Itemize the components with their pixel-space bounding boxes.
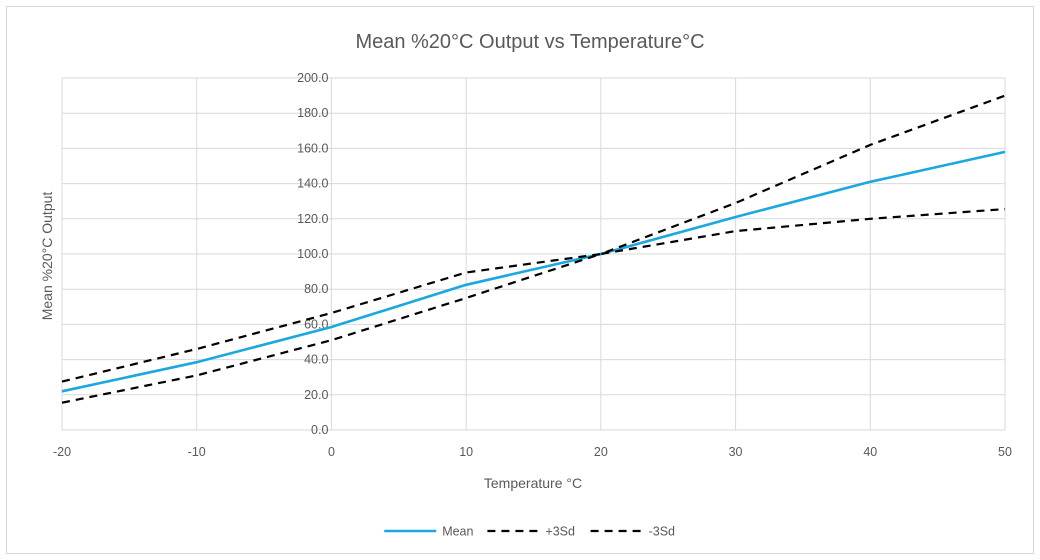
x-tick-label: 10 (459, 445, 473, 459)
chart-title: Mean %20°C Output vs Temperature°C (355, 31, 704, 53)
y-tick-label: 140.0 (297, 177, 328, 191)
y-tick-label: 100.0 (297, 247, 328, 261)
y-tick-label: 80.0 (304, 282, 328, 296)
x-tick-label: 40 (863, 445, 877, 459)
y-tick-label: 200.0 (297, 71, 328, 85)
x-tick-label: 20 (594, 445, 608, 459)
x-tick-label: -10 (188, 445, 206, 459)
legend: Mean +3Sd -3Sd (384, 525, 675, 539)
x-tick-label: 50 (998, 445, 1012, 459)
x-tick-label: 30 (729, 445, 743, 459)
legend-label: Mean (442, 525, 473, 539)
series-line-mean (61, 150, 1006, 393)
x-tick-label: 0 (328, 445, 335, 459)
x-axis-title: Temperature °C (484, 475, 582, 491)
y-tick-label: 0.0 (311, 423, 328, 437)
y-axis-title: Mean %20°C Output (39, 192, 55, 321)
y-tick-label: 120.0 (297, 212, 328, 226)
series-line-3sd (61, 94, 1006, 383)
y-tick-label: 60.0 (304, 317, 328, 331)
y-tick-labels: 0.0 20.0 40.0 60.0 80.0 100.0 120.0 140.0 160.0 1… (297, 71, 328, 437)
y-tick-label: 20.0 (304, 388, 328, 402)
y-tick-label: 160.0 (297, 141, 328, 155)
legend-label: +3Sd (545, 525, 575, 539)
series-line-3sd (61, 208, 1006, 404)
chart-frame (6, 6, 1034, 554)
series-lines (61, 94, 1006, 404)
x-tick-label: -20 (53, 445, 71, 459)
gridlines (61, 77, 1006, 431)
y-tick-label: 180.0 (297, 106, 328, 120)
x-tick-labels: -20 -10 0 10 20 30 40 50 (53, 445, 1012, 459)
legend-label: -3Sd (649, 525, 675, 539)
y-tick-label: 40.0 (304, 353, 328, 367)
